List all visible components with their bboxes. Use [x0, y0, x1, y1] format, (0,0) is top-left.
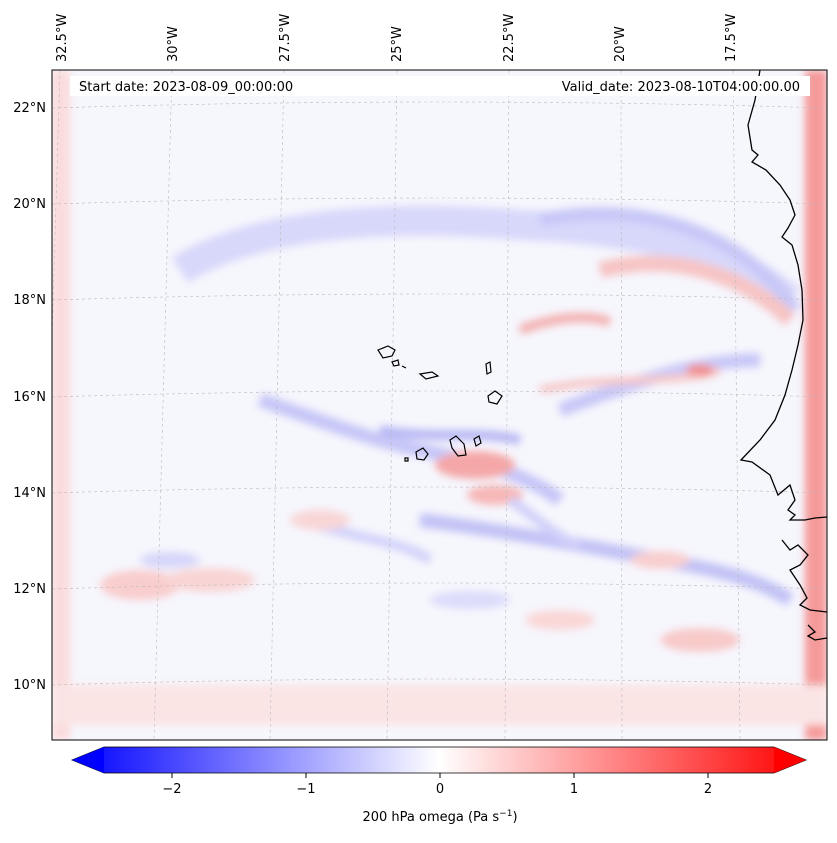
cape-verde-islands: [377, 345, 503, 462]
island-brava: [404, 457, 409, 462]
island-santo-antao: [377, 345, 396, 359]
longitude-labels: 32.5°W 30°W 27.5°W 25°W 22.5°W 20°W 17.5…: [55, 14, 739, 62]
colorbar-tick-label: 2: [704, 782, 712, 797]
lon-label: 25°W: [390, 26, 405, 62]
gridline-lon-30: [153, 70, 173, 740]
colorbar-max-extend: [774, 747, 806, 773]
lat-label: 20°N: [13, 197, 46, 212]
gridline-lon-22-5: [504, 70, 510, 740]
colorbar-tick-label: 1: [570, 782, 578, 797]
island-sao-nicolau: [418, 371, 440, 380]
island-sao-vicente: [391, 359, 400, 367]
gridline-lon-20: [620, 70, 623, 740]
lon-label: 20°W: [613, 26, 628, 62]
gridline-lat-14: [52, 486, 827, 494]
island-santa-luzia: [401, 365, 407, 369]
valid-date-label: Valid_date: 2023-08-10T04:00:00.00: [562, 80, 800, 95]
lat-label: 10°N: [13, 678, 46, 693]
lon-label: 32.5°W: [55, 14, 70, 62]
lon-label: 27.5°W: [278, 14, 293, 62]
island-sal: [485, 361, 492, 375]
lat-label: 22°N: [13, 101, 46, 116]
lat-label: 12°N: [13, 582, 46, 597]
map-panel: Start date: 2023-08-09_00:00:00 Valid_da…: [13, 14, 828, 741]
lat-label: 16°N: [13, 390, 46, 405]
latitude-labels: 22°N 20°N 18°N 16°N 14°N 12°N 10°N: [13, 101, 46, 693]
colorbar-tick-label: 0: [436, 782, 444, 797]
gridline-lat-16: [52, 390, 827, 398]
lat-label: 18°N: [13, 293, 46, 308]
island-fogo: [415, 447, 429, 461]
island-boa-vista: [487, 390, 503, 405]
colorbar-label: 200 hPa omega (Pa s−1): [362, 809, 517, 825]
island-santiago: [449, 435, 467, 457]
gridline-lat-18: [52, 293, 827, 301]
map-frame: [51, 69, 828, 741]
gridline-lat-12: [52, 582, 827, 590]
date-banner: [70, 76, 810, 96]
gridline-lon-27-5: [269, 70, 285, 740]
coastline-africa: [739, 70, 827, 641]
gridline-lat-20: [52, 197, 827, 205]
colorbar-tick-label: −1: [296, 782, 315, 797]
gridline-lon-25: [386, 70, 398, 740]
gridline-lat-10: [52, 678, 827, 686]
lat-label: 14°N: [13, 486, 46, 501]
gridline-lat-22: [52, 101, 827, 109]
gridlines: [52, 70, 827, 740]
island-maio: [473, 435, 482, 447]
omega-field: [52, 70, 827, 740]
gridline-lon-17-5: [732, 70, 741, 740]
lon-label: 17.5°W: [724, 14, 739, 62]
colorbar-bar: [70, 746, 808, 774]
colorbar: −2 −1 0 1 2 200 hPa omega (Pa s−1): [70, 746, 808, 825]
colorbar-tick-label: −2: [162, 782, 181, 797]
lon-label: 30°W: [166, 26, 181, 62]
start-date-label: Start date: 2023-08-09_00:00:00: [79, 80, 293, 95]
colorbar-ticks: −2 −1 0 1 2: [162, 773, 712, 797]
colorbar-min-extend: [72, 747, 104, 773]
lon-label: 22.5°W: [502, 14, 517, 62]
